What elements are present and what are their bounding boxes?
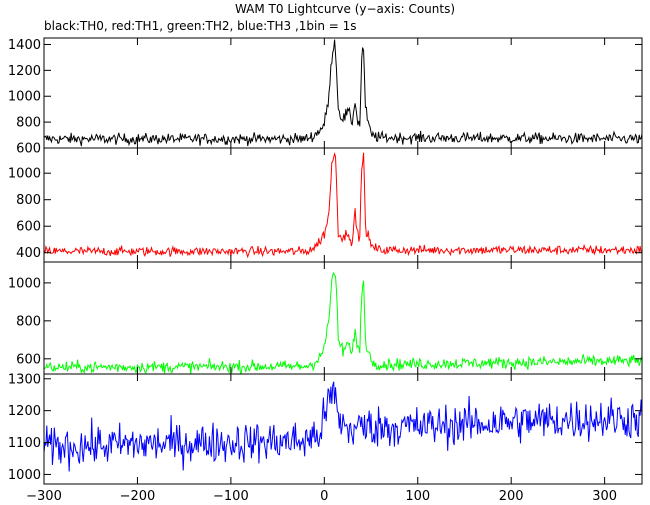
panel-frame: [43, 261, 643, 375]
x-axis: −300 −200 −100 0 100 200 300: [26, 489, 617, 504]
series-line-th0: [44, 39, 642, 147]
series-line-th3: [44, 381, 642, 472]
y-tick-label: 1200: [8, 64, 41, 79]
y-tick-label: 800: [16, 116, 41, 131]
panels: 600 800 1000 1200 1400 400 600 800 1000 600 800 100…: [8, 37, 643, 485]
series-line-th1: [44, 151, 642, 259]
y-tick-label: 1000: [8, 167, 41, 182]
y-tick-label: 800: [16, 314, 41, 329]
x-tick-label: 100: [405, 489, 430, 504]
panel-frame: [43, 373, 643, 485]
y-tick-label: 600: [16, 352, 41, 367]
panel-th2: 600 800 1000: [8, 261, 643, 375]
x-tick-label: −200: [120, 489, 156, 504]
panel-th0: 600 800 1000 1200 1400: [8, 37, 643, 157]
panel-frame: [43, 147, 643, 263]
y-tick-label: 600: [16, 220, 41, 235]
chart-subtitle: black:TH0, red:TH1, green:TH2, blue:TH3 …: [44, 19, 357, 33]
y-tick-label: 1300: [8, 372, 41, 387]
y-tick-label: 1100: [8, 436, 41, 451]
y-tick-label: 1000: [8, 276, 41, 291]
y-tick-label: 600: [16, 142, 41, 157]
x-tick-label: −100: [213, 489, 249, 504]
chart-title: WAM T0 Lightcurve (y−axis: Counts): [235, 2, 455, 16]
panel-th1: 400 600 800 1000: [8, 147, 643, 263]
x-tick-label: 200: [499, 489, 524, 504]
y-tick-label: 400: [16, 246, 41, 261]
panel-frame: [43, 37, 643, 149]
y-tick-label: 1000: [8, 468, 41, 483]
series-line-th2: [44, 271, 642, 374]
y-tick-label: 1400: [8, 38, 41, 53]
y-tick-label: 800: [16, 193, 41, 208]
y-tick-label: 1000: [8, 90, 41, 105]
panel-th3: 1000 1100 1200 1300: [8, 372, 643, 485]
y-tick-label: 1200: [8, 404, 41, 419]
x-tick-label: 300: [592, 489, 617, 504]
x-tick-label: 0: [320, 489, 328, 504]
x-tick-label: −300: [26, 489, 62, 504]
